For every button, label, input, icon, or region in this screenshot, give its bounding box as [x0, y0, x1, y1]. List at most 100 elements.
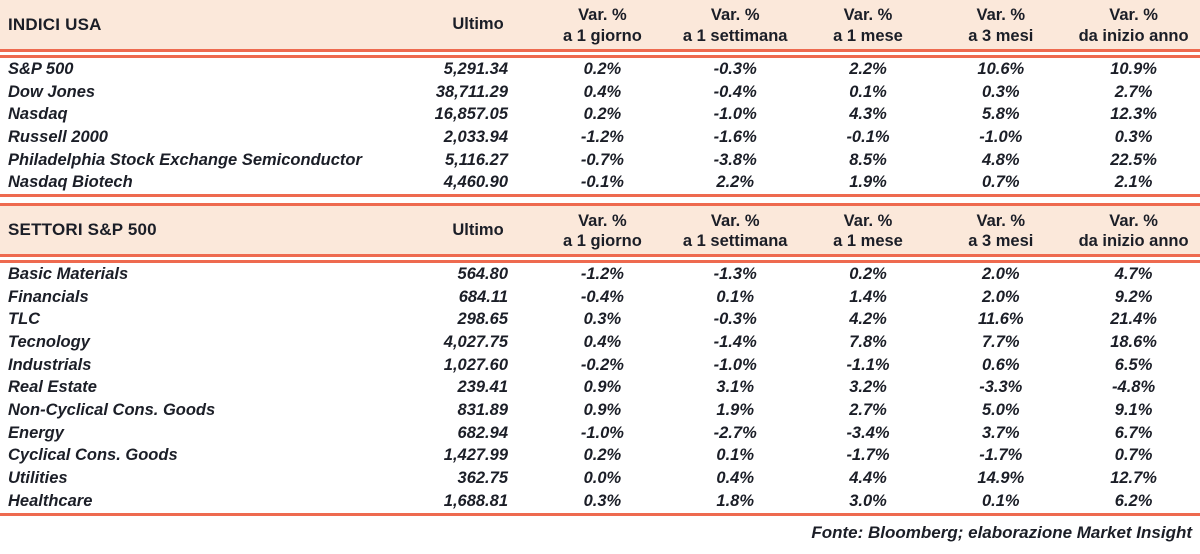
var-1d-value: 0.0%: [583, 469, 622, 488]
settori-sp500-rows: Basic Materials 564.80 -1.2% -1.3% 0.2% …: [0, 263, 1200, 513]
var-1w-value: -1.4%: [713, 333, 757, 352]
column-header-ultimo: Ultimo: [452, 15, 504, 33]
var-ytd-value: 6.5%: [1114, 355, 1153, 374]
table-row: Basic Materials 564.80 -1.2% -1.3% 0.2% …: [0, 263, 1200, 286]
var-1m-value: 1.4%: [849, 287, 887, 306]
row-label: Russell 2000: [8, 127, 108, 146]
var-1m-value: 4.3%: [849, 105, 887, 124]
var-1m-value: 3.0%: [849, 491, 887, 510]
var-1d-value: 0.3%: [583, 491, 622, 510]
section-gap: [0, 197, 1200, 204]
table-row: Dow Jones 38,711.29 0.4% -0.4% 0.1% 0.3%…: [0, 81, 1200, 104]
var-ytd-value: 10.9%: [1110, 59, 1157, 78]
var-1w-value: -1.0%: [713, 105, 757, 124]
period-label: a 1 mese: [833, 232, 903, 251]
var-1m-value: 2.2%: [849, 59, 887, 78]
indici-usa-rows: S&P 500 5,291.34 0.2% -0.3% 2.2% 10.6% 1…: [0, 58, 1200, 194]
var-3m-value: 2.0%: [981, 264, 1020, 283]
ultimo-value: 298.65: [457, 310, 508, 329]
ultimo-value: 239.41: [457, 378, 508, 397]
var-1w-value: 1.8%: [716, 491, 754, 510]
var-1m-value: 3.2%: [849, 378, 887, 397]
period-label: a 1 giorno: [562, 232, 642, 251]
row-label: S&P 500: [8, 59, 74, 78]
ultimo-value: 5,116.27: [444, 150, 508, 169]
column-header-var-1m: Var. % a 1 mese: [802, 206, 935, 254]
var-3m-value: 5.8%: [981, 105, 1020, 124]
table-title: INDICI USA: [8, 14, 102, 34]
var-1d-value: -0.7%: [580, 150, 624, 169]
table-row: Cyclical Cons. Goods 1,427.99 0.2% 0.1% …: [0, 445, 1200, 468]
table-row: TLC 298.65 0.3% -0.3% 4.2% 11.6% 21.4%: [0, 309, 1200, 332]
var-1w-value: 1.9%: [716, 401, 754, 420]
row-label: Nasdaq: [8, 105, 68, 124]
var-3m-value: 14.9%: [977, 469, 1025, 488]
column-header-var-1w: Var. % a 1 settimana: [669, 0, 802, 49]
var-1d-value: 0.2%: [583, 105, 622, 124]
var-1w-value: -1.0%: [713, 355, 757, 374]
var-1w-value: 2.2%: [716, 173, 754, 192]
var-1m-value: 4.2%: [849, 310, 887, 329]
ultimo-value: 1,027.60: [443, 355, 508, 374]
var-3m-value: 4.8%: [981, 150, 1020, 169]
var-ytd-value: 9.2%: [1114, 287, 1153, 306]
var-1w-value: 0.1%: [716, 446, 754, 465]
period-label: da inizio anno: [1078, 232, 1189, 251]
var-1m-value: 1.9%: [849, 173, 887, 192]
table-row: Energy 682.94 -1.0% -2.7% -3.4% 3.7% 6.7…: [0, 422, 1200, 445]
var-ytd-value: 12.3%: [1110, 105, 1157, 124]
var-1w-value: 0.4%: [716, 469, 754, 488]
var-1d-value: 0.3%: [583, 310, 622, 329]
var-1d-value: -1.2%: [580, 264, 624, 283]
indici-usa-header: INDICI USA Ultimo Var. % a 1 giorno Var.…: [0, 0, 1200, 49]
var-ytd-value: 6.2%: [1114, 491, 1153, 510]
var-1d-value: -0.1%: [580, 173, 624, 192]
settori-sp500-table: SETTORI S&P 500 Ultimo Var. % a 1 giorno…: [0, 203, 1200, 516]
ultimo-value: 4,460.90: [443, 173, 508, 192]
var-3m-value: 3.7%: [981, 423, 1020, 442]
var-ytd-value: 6.7%: [1114, 423, 1153, 442]
var-1w-value: 3.1%: [716, 378, 754, 397]
column-header-var-3m: Var. % a 3 mesi: [934, 0, 1067, 49]
var-3m-value: 0.3%: [981, 82, 1020, 101]
column-header-var-3m: Var. % a 3 mesi: [934, 206, 1067, 254]
row-label: Nasdaq Biotech: [8, 173, 133, 192]
ultimo-value: 564.80: [457, 264, 508, 283]
var-1m-value: 0.2%: [849, 264, 887, 283]
var-label: Var. %: [578, 212, 627, 231]
period-label: a 1 settimana: [682, 232, 788, 251]
var-ytd-value: 21.4%: [1110, 310, 1157, 329]
row-label: Financials: [8, 287, 89, 306]
var-1m-value: 0.1%: [849, 82, 887, 101]
var-label: Var. %: [710, 212, 760, 231]
var-1d-value: 0.9%: [583, 401, 622, 420]
period-label: a 1 settimana: [682, 27, 788, 45]
row-label: Dow Jones: [8, 82, 96, 101]
var-3m-value: 5.0%: [981, 401, 1020, 420]
row-label: Non-Cyclical Cons. Goods: [8, 401, 216, 420]
var-3m-value: 0.1%: [981, 491, 1020, 510]
var-1d-value: -0.4%: [580, 287, 624, 306]
var-1m-value: -1.1%: [846, 355, 890, 374]
var-label: Var. %: [976, 212, 1026, 231]
var-label: Var. %: [843, 6, 893, 24]
var-ytd-value: 22.5%: [1110, 150, 1157, 169]
double-rule: [0, 254, 1200, 264]
column-header-var-ytd: Var. % da inizio anno: [1067, 206, 1200, 254]
column-header-var-ytd: Var. % da inizio anno: [1067, 0, 1200, 49]
var-3m-value: 10.6%: [977, 59, 1025, 78]
bottom-rule: [0, 512, 1200, 516]
var-3m-value: 0.6%: [981, 355, 1020, 374]
column-header-var-1w: Var. % a 1 settimana: [669, 206, 802, 254]
var-1d-value: 0.4%: [583, 333, 622, 352]
row-label: Industrials: [8, 355, 92, 374]
var-ytd-value: 0.3%: [1114, 127, 1153, 146]
var-1d-value: -1.0%: [580, 423, 624, 442]
var-ytd-value: -4.8%: [1112, 378, 1156, 397]
var-1m-value: -3.4%: [846, 423, 890, 442]
var-1w-value: 0.1%: [716, 287, 754, 306]
column-header-var-1d: Var. % a 1 giorno: [536, 206, 669, 254]
var-1d-value: 0.4%: [583, 82, 622, 101]
var-1w-value: -0.3%: [713, 310, 757, 329]
var-1m-value: -1.7%: [846, 446, 890, 465]
